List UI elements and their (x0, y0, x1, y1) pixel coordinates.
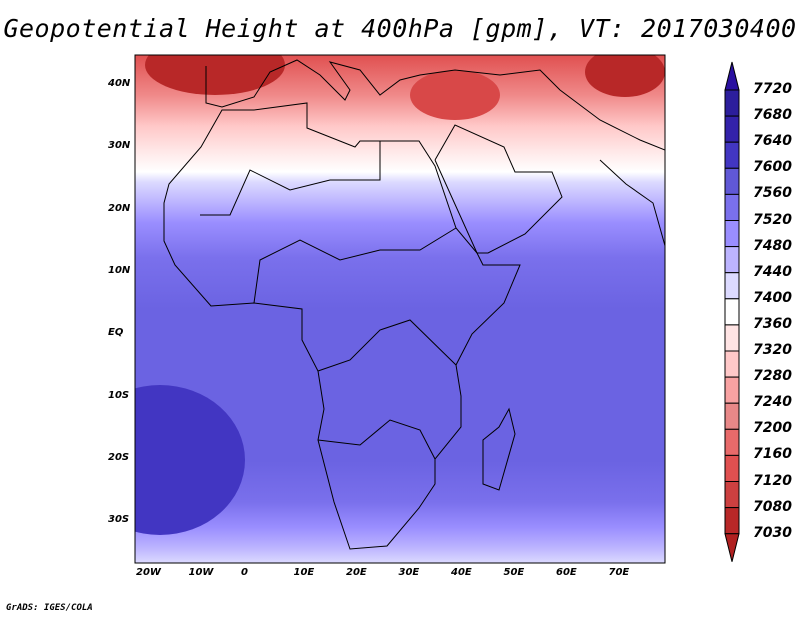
colorbar-segment (724, 298, 740, 326)
colorbar-label: 7320 (753, 342, 792, 358)
colorbar-segment (724, 193, 740, 221)
colorbar-segment (724, 376, 740, 404)
colorbar-segment (724, 272, 740, 300)
x-tick-label: 0 (241, 567, 248, 578)
grads-credit: GrADS: IGES/COLA (6, 603, 93, 613)
y-tick-label: 30S (108, 514, 130, 526)
colorbar-segment (724, 324, 740, 352)
colorbar-label: 7360 (753, 315, 792, 332)
colorbar-label: 7160 (753, 446, 792, 463)
x-tick-label: 20E (346, 567, 367, 578)
high-blob-caspian (585, 55, 665, 97)
x-tick-label: 60E (556, 567, 577, 578)
high-blob-iberia (145, 55, 285, 95)
colorbar-label: 7240 (753, 394, 792, 411)
high-blob-turkey (410, 70, 500, 120)
colorbar-segment (724, 507, 740, 535)
colorbar-segment (724, 220, 740, 248)
colorbar-segment (724, 89, 740, 117)
x-tick-label: 70E (608, 567, 630, 578)
plot-title: Geopotential Height at 400hPa [gpm], VT:… (3, 14, 797, 43)
colorbar-segment (724, 350, 740, 378)
y-tick-label: 20N (108, 202, 131, 214)
x-tick-label: 30E (398, 567, 420, 578)
colorbar-segment (724, 246, 740, 274)
colorbar-label: 7560 (753, 185, 792, 202)
colorbar-label: 7440 (753, 263, 792, 280)
colorbar-label: 7640 (753, 133, 792, 150)
low-blob-southwest (135, 385, 245, 535)
colorbar-label: 7600 (753, 159, 792, 176)
colorbar-label: 7080 (753, 498, 792, 515)
colorbar-label: 7400 (753, 289, 792, 306)
colorbar-label: 7720 (753, 81, 792, 97)
colorbar-segment (724, 167, 740, 195)
y-tick-label: 40N (108, 78, 131, 89)
colorbar-label: 7200 (753, 420, 792, 437)
colorbar-label: 7520 (753, 211, 792, 228)
colorbar-segment (724, 141, 740, 169)
colorbar-label: 7280 (753, 368, 792, 385)
colorbar-segment (724, 428, 740, 456)
y-tick-label: 30N (108, 140, 131, 152)
colorbar-label: 7030 (753, 524, 792, 541)
colorbar-segment (724, 115, 740, 143)
colorbar-label: 7680 (753, 107, 792, 124)
colorbar-segment (724, 454, 740, 482)
coastlines (163, 59, 665, 550)
y-tick-label: 10S (108, 389, 130, 401)
colorbar-segment (724, 481, 740, 509)
x-tick-label: 50E (503, 567, 525, 578)
colorbar-segment (724, 402, 740, 430)
y-tick-label: 10N (108, 264, 131, 276)
x-tick-label: 10E (293, 567, 315, 578)
x-tick-label: 40E (451, 567, 472, 578)
x-tick-label: 20W (136, 567, 161, 578)
colorbar-label: 7120 (753, 472, 792, 489)
colorbar-bottom-arrow (724, 533, 740, 562)
colorbar-top-arrow (724, 61, 740, 91)
colorbar-label: 7480 (753, 237, 792, 254)
y-tick-label: EQ (108, 327, 124, 339)
y-tick-label: 20S (108, 451, 130, 463)
x-tick-label: 10W (188, 567, 214, 578)
